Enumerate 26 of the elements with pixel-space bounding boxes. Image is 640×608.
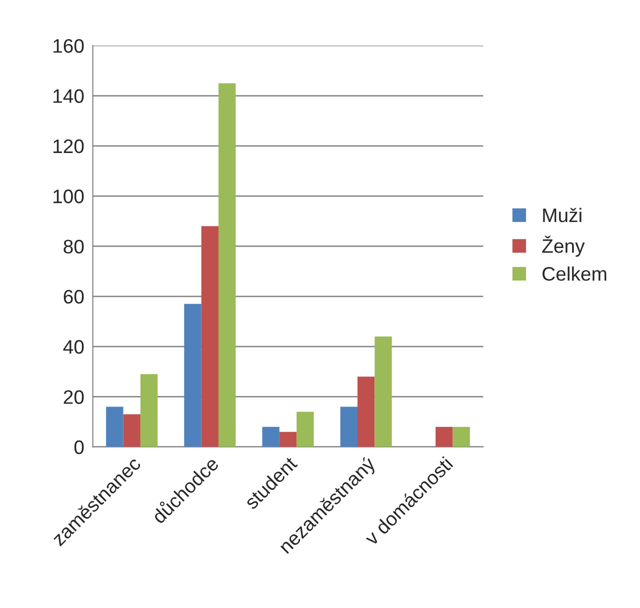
bar <box>140 374 158 447</box>
bar <box>357 376 375 447</box>
y-tick-label: 0 <box>74 440 84 454</box>
bar <box>218 83 236 447</box>
legend-label: Celkem <box>542 266 606 281</box>
bar <box>452 426 470 447</box>
y-tick-label: 160 <box>54 39 84 53</box>
y-tick-label: 20 <box>64 390 84 404</box>
y-tick-label: 100 <box>54 190 84 204</box>
bar <box>279 432 297 447</box>
bar <box>262 426 280 447</box>
bar <box>123 414 140 447</box>
bar <box>201 226 219 447</box>
y-tick-label: 60 <box>64 290 84 304</box>
bar <box>184 304 202 447</box>
y-tick-label: 40 <box>63 340 84 354</box>
bar <box>374 336 392 447</box>
y-tick-label: 120 <box>54 139 84 154</box>
bar <box>106 406 124 447</box>
bar <box>340 406 358 447</box>
legend-label: Ženy <box>542 236 585 257</box>
bar <box>436 426 453 447</box>
bar <box>296 412 314 447</box>
legend-label: Muži <box>543 208 582 222</box>
y-tick-label: 80 <box>64 240 84 254</box>
y-tick-label: 140 <box>54 89 84 103</box>
